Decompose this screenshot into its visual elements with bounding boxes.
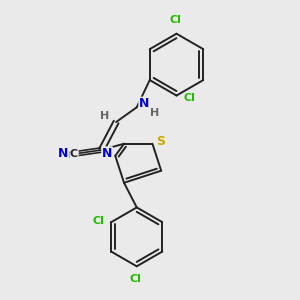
Text: N: N	[102, 147, 112, 160]
Text: C: C	[70, 149, 78, 159]
Text: N: N	[58, 147, 68, 160]
Text: Cl: Cl	[129, 274, 141, 284]
Text: H: H	[100, 110, 110, 121]
Text: S: S	[156, 135, 165, 148]
Text: Cl: Cl	[92, 216, 104, 226]
Text: H: H	[150, 108, 159, 118]
Text: Cl: Cl	[184, 94, 196, 103]
Text: Cl: Cl	[169, 15, 181, 26]
Text: N: N	[139, 97, 149, 110]
